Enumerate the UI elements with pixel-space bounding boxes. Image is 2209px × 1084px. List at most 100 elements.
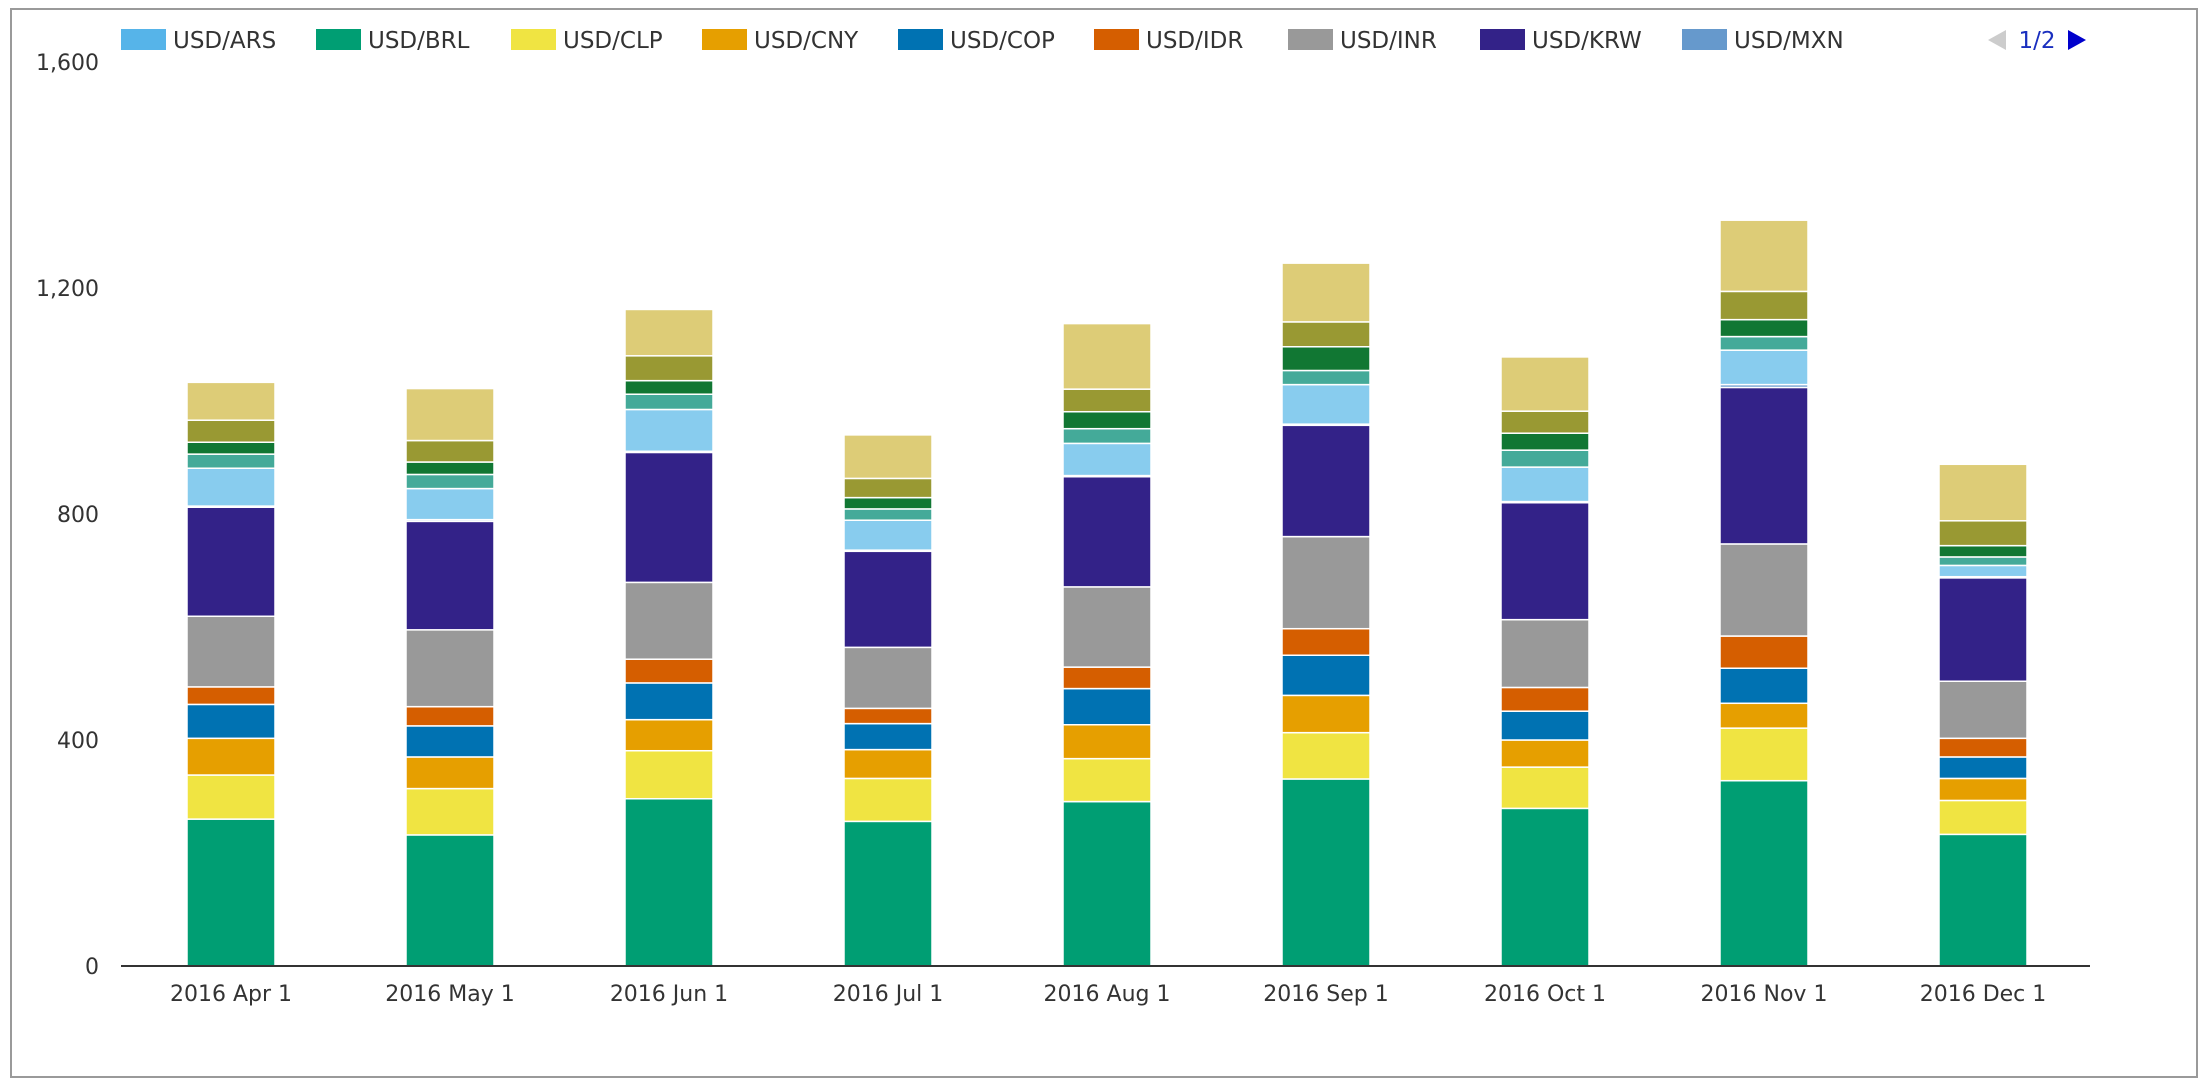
- bar-segment[interactable]: [186, 737, 276, 776]
- bar-segment[interactable]: [1719, 779, 1809, 967]
- bar-segment[interactable]: [1500, 618, 1590, 689]
- bar-segment[interactable]: [1500, 410, 1590, 434]
- bar-segment[interactable]: [1719, 667, 1809, 705]
- bar-segment[interactable]: [405, 725, 495, 758]
- bar-segment[interactable]: [405, 487, 495, 521]
- bar-segment[interactable]: [186, 615, 276, 688]
- bar-segment[interactable]: [1938, 556, 2028, 567]
- bar-segment[interactable]: [843, 477, 933, 499]
- legend-item[interactable]: USD/MXN: [1682, 28, 1844, 54]
- bar-segment[interactable]: [1062, 322, 1152, 390]
- bar-segment[interactable]: [186, 686, 276, 706]
- bar-segment[interactable]: [1281, 535, 1371, 630]
- bar-segment[interactable]: [843, 434, 933, 480]
- legend-item[interactable]: USD/CLP: [511, 28, 663, 54]
- bar-segment[interactable]: [1500, 432, 1590, 451]
- bar-segment[interactable]: [405, 834, 495, 967]
- bar-segment[interactable]: [624, 451, 714, 584]
- legend-prev-icon[interactable]: [1988, 30, 2006, 50]
- bar-segment[interactable]: [624, 718, 714, 752]
- bar-segment[interactable]: [1719, 543, 1809, 637]
- bar-segment[interactable]: [1938, 680, 2028, 740]
- bar-segment[interactable]: [843, 496, 933, 510]
- bar-segment[interactable]: [405, 787, 495, 836]
- legend-item[interactable]: USD/BRL: [316, 28, 470, 54]
- bar-segment[interactable]: [1062, 427, 1152, 445]
- bar-segment[interactable]: [1281, 627, 1371, 657]
- legend-item[interactable]: USD/KRW: [1480, 28, 1642, 54]
- bar-segment[interactable]: [1938, 577, 2028, 682]
- legend-next-icon[interactable]: [2068, 30, 2086, 50]
- bar-segment[interactable]: [843, 748, 933, 780]
- bar-segment[interactable]: [624, 355, 714, 382]
- bar-segment[interactable]: [405, 520, 495, 631]
- bar-segment[interactable]: [186, 774, 276, 820]
- bar-segment[interactable]: [1938, 833, 2028, 967]
- bar-segment[interactable]: [624, 308, 714, 357]
- bar-segment[interactable]: [1500, 710, 1590, 741]
- bar-segment[interactable]: [843, 777, 933, 823]
- bar-segment[interactable]: [1062, 442, 1152, 477]
- bar-segment[interactable]: [624, 658, 714, 684]
- bar-segment[interactable]: [1281, 262, 1371, 323]
- bar-segment[interactable]: [843, 722, 933, 751]
- legend-item[interactable]: USD/CNY: [702, 28, 859, 54]
- bar-segment[interactable]: [1719, 290, 1809, 321]
- bar-segment[interactable]: [186, 453, 276, 469]
- legend-item[interactable]: USD/COP: [898, 28, 1055, 54]
- bar-segment[interactable]: [1281, 694, 1371, 734]
- bar-segment[interactable]: [405, 473, 495, 490]
- bar-segment[interactable]: [1938, 777, 2028, 802]
- bar-segment[interactable]: [1062, 666, 1152, 690]
- bar-segment[interactable]: [1062, 586, 1152, 668]
- bar-segment[interactable]: [1719, 318, 1809, 338]
- bar-segment[interactable]: [1500, 449, 1590, 468]
- bar-segment[interactable]: [843, 646, 933, 710]
- bar-segment[interactable]: [405, 439, 495, 463]
- bar-segment[interactable]: [186, 703, 276, 740]
- bar-segment[interactable]: [1938, 737, 2028, 758]
- bar-segment[interactable]: [1062, 410, 1152, 430]
- legend-item[interactable]: USD/ARS: [121, 28, 276, 54]
- bar-segment[interactable]: [1500, 807, 1590, 967]
- bar-segment[interactable]: [405, 756, 495, 790]
- bar-segment[interactable]: [1719, 386, 1809, 545]
- bar-segment[interactable]: [186, 506, 276, 618]
- bar-segment[interactable]: [405, 705, 495, 727]
- bar-segment[interactable]: [843, 550, 933, 649]
- bar-segment[interactable]: [1938, 520, 2028, 547]
- bar-segment[interactable]: [624, 581, 714, 660]
- bar-segment[interactable]: [1062, 723, 1152, 760]
- bar-segment[interactable]: [624, 393, 714, 411]
- bar-segment[interactable]: [405, 461, 495, 476]
- bar-segment[interactable]: [624, 682, 714, 721]
- bar-segment[interactable]: [1500, 356, 1590, 412]
- bar-segment[interactable]: [843, 519, 933, 551]
- bar-segment[interactable]: [1719, 335, 1809, 351]
- bar-segment[interactable]: [1500, 686, 1590, 712]
- bar-segment[interactable]: [1719, 702, 1809, 729]
- legend-item[interactable]: USD/IDR: [1094, 28, 1243, 54]
- bar-segment[interactable]: [1062, 687, 1152, 726]
- bar-segment[interactable]: [1719, 349, 1809, 386]
- legend-item[interactable]: USD/INR: [1288, 28, 1437, 54]
- bar-segment[interactable]: [1938, 463, 2028, 522]
- bar-segment[interactable]: [1938, 544, 2028, 558]
- bar-segment[interactable]: [1281, 369, 1371, 386]
- bar-segment[interactable]: [1500, 466, 1590, 503]
- bar-segment[interactable]: [843, 820, 933, 967]
- bar-segment[interactable]: [1719, 219, 1809, 293]
- bar-segment[interactable]: [624, 408, 714, 453]
- bar-segment[interactable]: [1719, 635, 1809, 669]
- bar-segment[interactable]: [186, 381, 276, 421]
- bar-segment[interactable]: [405, 629, 495, 708]
- bar-segment[interactable]: [1938, 756, 2028, 780]
- bar-segment[interactable]: [1281, 383, 1371, 425]
- bar-segment[interactable]: [1500, 766, 1590, 810]
- bar-segment[interactable]: [843, 508, 933, 521]
- bar-segment[interactable]: [186, 467, 276, 507]
- bar-segment[interactable]: [1719, 727, 1809, 782]
- bar-segment[interactable]: [1500, 739, 1590, 768]
- bar-segment[interactable]: [1938, 564, 2028, 578]
- bar-segment[interactable]: [1281, 731, 1371, 780]
